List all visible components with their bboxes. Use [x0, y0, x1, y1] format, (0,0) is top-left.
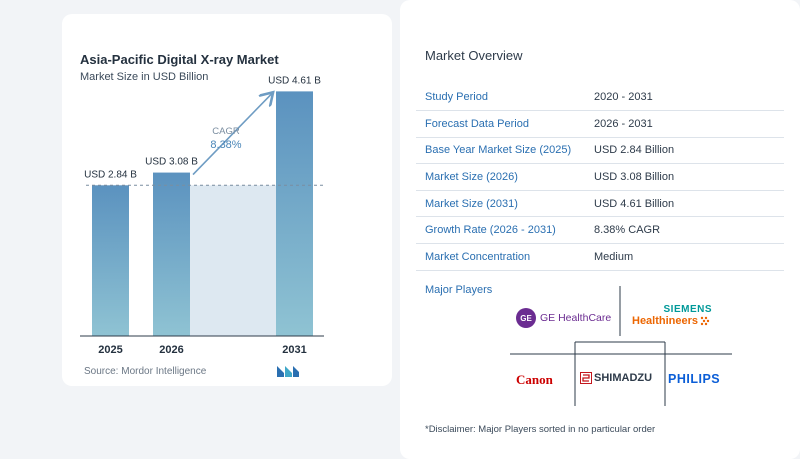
overview-table: Study Period 2020 - 2031 Forecast Data Per…: [416, 84, 784, 271]
overview-row: Market Size (2026) USD 3.08 Billion: [416, 163, 784, 191]
overview-title: Market Overview: [425, 48, 523, 63]
x-tick-label-2026: 2026: [159, 344, 183, 356]
x-tick-label-2025: 2025: [98, 344, 122, 356]
overview-row-key: Base Year Market Size (2025): [416, 137, 586, 165]
shimadzu-name: SHIMADZU: [594, 372, 653, 384]
cagr-arrow: [192, 93, 272, 176]
players-grid: [510, 286, 732, 406]
disclaimer-text: *Disclaimer: Major Players sorted in no …: [425, 424, 656, 435]
data-label-2031: USD 4.61 B: [268, 75, 321, 86]
canon-logo: Canon: [516, 372, 553, 388]
overview-row: Study Period 2020 - 2031: [416, 84, 784, 112]
siemens-healthineers-logo: SIEMENS Healthineers: [632, 304, 712, 327]
data-label-2025: USD 2.84 B: [84, 169, 137, 180]
overview-row: Growth Rate (2026 - 2031) 8.38% CAGR: [416, 216, 784, 245]
overview-row-key: Market Size (2026): [416, 163, 586, 191]
chart-title: Asia-Pacific Digital X-ray Market: [80, 52, 279, 67]
healthineers-row: Healthineers: [632, 315, 712, 327]
bar-chart: USD 2.84 B USD 3.08 B USD 4.61 B 2025 2026 20…: [80, 75, 324, 356]
overview-row: Market Concentration Medium: [416, 243, 784, 271]
overview-row-value: 2026 - 2031: [586, 110, 784, 138]
data-label-2026: USD 3.08 B: [145, 157, 198, 168]
overview-row-value: USD 4.61 Billion: [586, 190, 784, 218]
chart-subtitle: Market Size in USD Billion: [80, 71, 209, 83]
overview-row: Forecast Data Period 2026 - 2031: [416, 110, 784, 138]
bar-2025: [92, 185, 129, 336]
ge-healthcare-name: GE HealthCare: [540, 312, 612, 324]
bar-2026: [153, 172, 190, 336]
shimadzu-mark-icon: [580, 372, 592, 384]
x-tick-label-2031: 2031: [282, 344, 306, 356]
cagr-label: CAGR: [212, 126, 240, 137]
healthineers-dots-icon: [700, 316, 710, 326]
cagr-value: 8.38%: [210, 139, 241, 151]
shimadzu-logo: SHIMADZU: [580, 372, 652, 384]
overview-row-key: Growth Rate (2026 - 2031): [416, 216, 586, 245]
philips-name: PHILIPS: [668, 372, 721, 386]
philips-logo: PHILIPS: [668, 372, 720, 386]
overview-row-key: Market Size (2031): [416, 190, 586, 218]
chart-card: Asia-Pacific Digital X-ray Market Market…: [62, 14, 392, 386]
overview-row-value: 8.38% CAGR: [586, 216, 784, 245]
mordor-logo-icon: [277, 366, 299, 377]
siemens-name: SIEMENS: [663, 304, 713, 315]
overview-row-key: Study Period: [416, 84, 586, 112]
overview-row-value: USD 3.08 Billion: [586, 163, 784, 191]
healthineers-name: Healthineers: [632, 315, 699, 327]
overview-row: Base Year Market Size (2025) USD 2.84 Bil…: [416, 137, 784, 165]
overview-row-value: 2020 - 2031: [586, 84, 784, 112]
overview-row-key: Market Concentration: [416, 243, 586, 271]
overview-row-value: USD 2.84 Billion: [586, 137, 784, 165]
overview-row-value: Medium: [586, 243, 784, 271]
bar-2031: [276, 91, 313, 336]
ge-healthcare-logo: GE GE HealthCare: [516, 308, 611, 328]
source-text: Source: Mordor Intelligence: [84, 366, 207, 377]
reference-band: [190, 185, 276, 336]
overview-row-key: Forecast Data Period: [416, 110, 586, 138]
market-overview-panel: Market Overview Study Period 2020 - 2031 F…: [400, 0, 800, 459]
major-players-label: Major Players: [425, 284, 493, 296]
canon-name: Canon: [516, 372, 553, 387]
overview-row: Market Size (2031) USD 4.61 Billion: [416, 190, 784, 218]
ge-monogram-icon: GE: [516, 308, 536, 328]
